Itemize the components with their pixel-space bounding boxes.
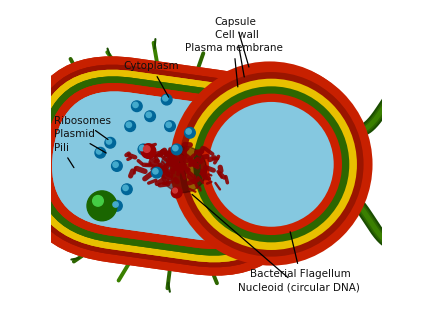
Circle shape — [165, 121, 175, 131]
Text: Nucleoid (circular DNA): Nucleoid (circular DNA) — [192, 194, 360, 292]
Circle shape — [173, 188, 178, 193]
Circle shape — [170, 63, 372, 266]
Circle shape — [171, 187, 182, 198]
FancyBboxPatch shape — [52, 91, 275, 241]
Text: Plasmid: Plasmid — [54, 129, 106, 153]
FancyBboxPatch shape — [37, 76, 290, 256]
Circle shape — [208, 98, 331, 221]
Circle shape — [143, 146, 150, 152]
FancyBboxPatch shape — [30, 70, 297, 262]
Circle shape — [141, 144, 156, 158]
Circle shape — [125, 121, 136, 131]
FancyBboxPatch shape — [17, 56, 310, 276]
Text: Cytoplasm: Cytoplasm — [123, 61, 179, 97]
Circle shape — [133, 102, 138, 108]
Circle shape — [87, 191, 117, 221]
Circle shape — [193, 86, 349, 242]
Circle shape — [160, 146, 207, 193]
Text: Bacterial Flagellum: Bacterial Flagellum — [250, 232, 350, 279]
Text: Plasma membrane: Plasma membrane — [185, 43, 283, 87]
Circle shape — [162, 94, 172, 105]
Circle shape — [123, 185, 128, 191]
Circle shape — [139, 145, 145, 151]
Bar — [268, 0, 433, 332]
Circle shape — [209, 102, 334, 227]
Text: Ribosomes: Ribosomes — [54, 116, 111, 139]
Circle shape — [152, 167, 162, 178]
Circle shape — [171, 144, 182, 155]
Circle shape — [138, 144, 149, 155]
FancyBboxPatch shape — [25, 65, 301, 267]
Circle shape — [186, 79, 357, 250]
Circle shape — [145, 111, 155, 122]
Circle shape — [93, 196, 103, 206]
Text: Pili: Pili — [54, 143, 74, 168]
Circle shape — [95, 147, 106, 158]
Circle shape — [126, 122, 132, 127]
FancyBboxPatch shape — [17, 56, 310, 276]
Circle shape — [181, 70, 359, 248]
Circle shape — [186, 129, 191, 134]
Circle shape — [166, 122, 171, 127]
Circle shape — [184, 127, 195, 138]
FancyBboxPatch shape — [30, 70, 297, 262]
Circle shape — [122, 184, 132, 195]
Circle shape — [105, 137, 116, 148]
FancyBboxPatch shape — [44, 83, 283, 249]
Circle shape — [200, 94, 342, 235]
Circle shape — [106, 139, 112, 144]
Circle shape — [146, 112, 152, 118]
Circle shape — [194, 84, 345, 235]
Circle shape — [113, 202, 118, 207]
Text: Capsule: Capsule — [215, 17, 257, 67]
FancyBboxPatch shape — [44, 83, 283, 249]
Circle shape — [113, 162, 118, 167]
Circle shape — [163, 96, 168, 101]
FancyBboxPatch shape — [37, 76, 290, 256]
Circle shape — [171, 61, 368, 257]
Circle shape — [112, 161, 122, 171]
Circle shape — [153, 169, 158, 174]
Circle shape — [112, 201, 122, 211]
Circle shape — [132, 101, 142, 112]
Text: Cell wall: Cell wall — [215, 30, 259, 77]
Circle shape — [187, 76, 352, 242]
Circle shape — [200, 90, 339, 228]
Circle shape — [173, 145, 178, 151]
Circle shape — [179, 72, 364, 257]
FancyBboxPatch shape — [52, 91, 275, 241]
FancyBboxPatch shape — [25, 65, 301, 267]
Circle shape — [96, 149, 102, 154]
